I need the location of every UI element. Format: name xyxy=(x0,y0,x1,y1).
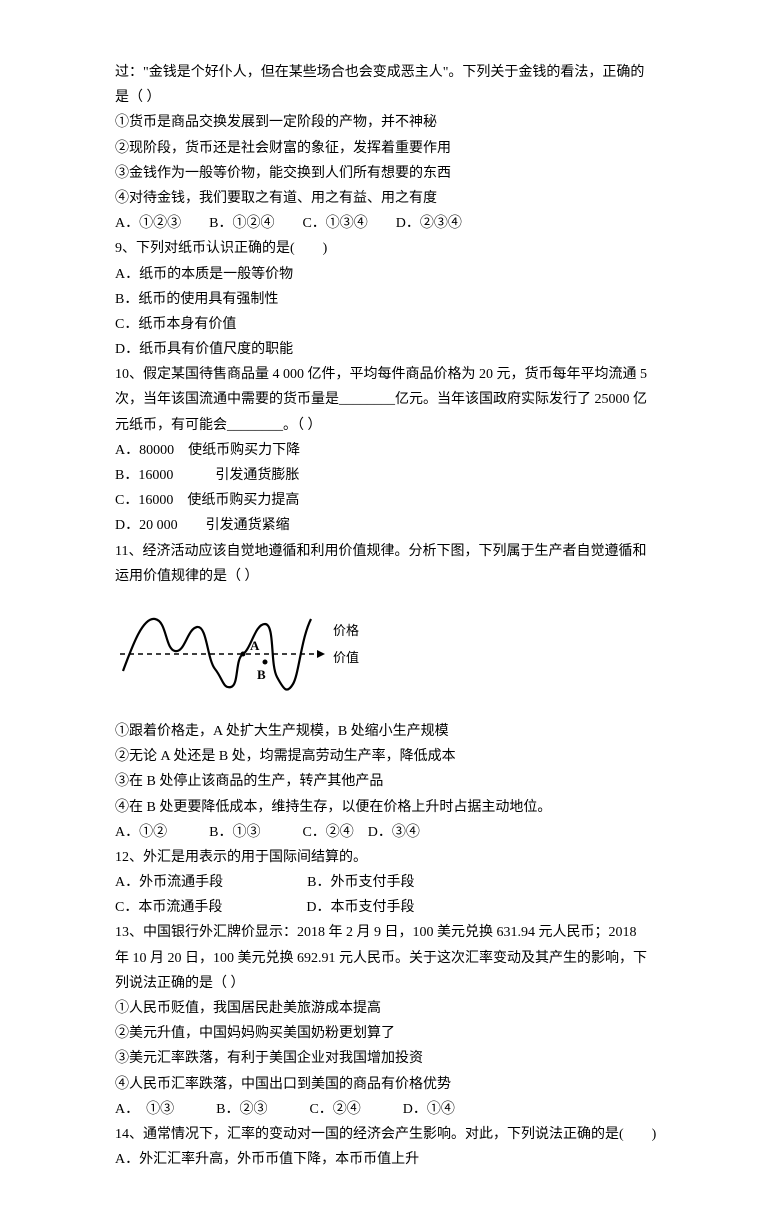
q11-line: 运用价值规律的是（ ） xyxy=(115,564,670,589)
q9-option: A．纸币的本质是一般等价物 xyxy=(115,262,670,287)
q14-option: A．外汇汇率升高，外币币值下降，本币币值上升 xyxy=(115,1147,670,1172)
q12-options-row: C．本币流通手段 D．本币支付手段 xyxy=(115,895,670,920)
intro-line: 是（ ） xyxy=(115,85,670,110)
q13-line: 13、中国银行外汇牌价显示：2018 年 2 月 9 日，100 美元兑换 63… xyxy=(115,920,670,945)
q13-option: ④人民币汇率跌落，中国出口到美国的商品有价格优势 xyxy=(115,1072,670,1097)
intro-line: ④对待金钱，我们要取之有道、用之有益、用之有度 xyxy=(115,186,670,211)
q11-option: ②无论 A 处还是 B 处，均需提高劳动生产率，降低成本 xyxy=(115,744,670,769)
q13-line: 列说法正确的是（ ） xyxy=(115,971,670,996)
q9-option: C．纸币本身有价值 xyxy=(115,312,670,337)
q10-line: 次，当年该国流通中需要的货币量是________亿元。当年该国政府实际发行了 2… xyxy=(115,387,670,412)
q12-stem: 12、外汇是用表示的用于国际间结算的。 xyxy=(115,845,670,870)
q10-option: D．20 000 引发通货紧缩 xyxy=(115,513,670,538)
chart-point-a: A xyxy=(250,634,259,657)
intro-line: ①货币是商品交换发展到一定阶段的产物，并不神秘 xyxy=(115,110,670,135)
q13-option: ③美元汇率跌落，有利于美国企业对我国增加投资 xyxy=(115,1046,670,1071)
q10-option: B．16000 引发通货膨胀 xyxy=(115,463,670,488)
q11-option: ①跟着价格走，A 处扩大生产规模，B 处缩小生产规模 xyxy=(115,719,670,744)
q13-line: 年 10 月 20 日，100 美元兑换 692.91 元人民币。关于这次汇率变… xyxy=(115,946,670,971)
q12-options-row: A．外币流通手段 B．外币支付手段 xyxy=(115,870,670,895)
q11-option: ③在 B 处停止该商品的生产，转产其他产品 xyxy=(115,769,670,794)
q9-option: D．纸币具有价值尺度的职能 xyxy=(115,337,670,362)
q10-line: 元纸币，有可能会________。（ ） xyxy=(115,413,670,438)
q13-option: ①人民币贬值，我国居民赴美旅游成本提高 xyxy=(115,996,670,1021)
q11-line: 11、经济活动应该自觉地遵循和利用价值规律。分析下图，下列属于生产者自觉遵循和 xyxy=(115,539,670,564)
chart-point-b: B xyxy=(257,663,266,686)
q11-option: ④在 B 处更要降低成本，维持生存，以便在价格上升时占据主动地位。 xyxy=(115,795,670,820)
chart-value-label: 价值 xyxy=(333,646,359,669)
q10-option: C．16000 使纸币购买力提高 xyxy=(115,488,670,513)
q10-line: 10、假定某国待售商品量 4 000 亿件，平均每件商品价格为 20 元，货币每… xyxy=(115,362,670,387)
intro-line: ③金钱作为一般等价物，能交换到人们所有想要的东西 xyxy=(115,161,670,186)
price-value-chart: A B 价格 价值 xyxy=(115,599,375,709)
q9-option: B．纸币的使用具有强制性 xyxy=(115,287,670,312)
q13-choices: A． ①③ B．②③ C．②④ D．①④ xyxy=(115,1097,670,1122)
q14-stem: 14、通常情况下，汇率的变动对一国的经济会产生影响。对此，下列说法正确的是( ) xyxy=(115,1122,670,1147)
q11-choices: A．①② B．①③ C．②④ D．③④ xyxy=(115,820,670,845)
intro-line: 过："金钱是个好仆人，但在某些场合也会变成恶主人"。下列关于金钱的看法，正确的 xyxy=(115,60,670,85)
q9-stem: 9、下列对纸币认识正确的是( ) xyxy=(115,236,670,261)
q8-options: A．①②③ B．①②④ C．①③④ D．②③④ xyxy=(115,211,670,236)
chart-price-label: 价格 xyxy=(333,619,359,642)
intro-line: ②现阶段，货币还是社会财富的象征，发挥着重要作用 xyxy=(115,136,670,161)
document-page: 过："金钱是个好仆人，但在某些场合也会变成恶主人"。下列关于金钱的看法，正确的 … xyxy=(0,0,780,1232)
q13-option: ②美元升值，中国妈妈购买美国奶粉更划算了 xyxy=(115,1021,670,1046)
q10-option: A．80000 使纸币购买力下降 xyxy=(115,438,670,463)
